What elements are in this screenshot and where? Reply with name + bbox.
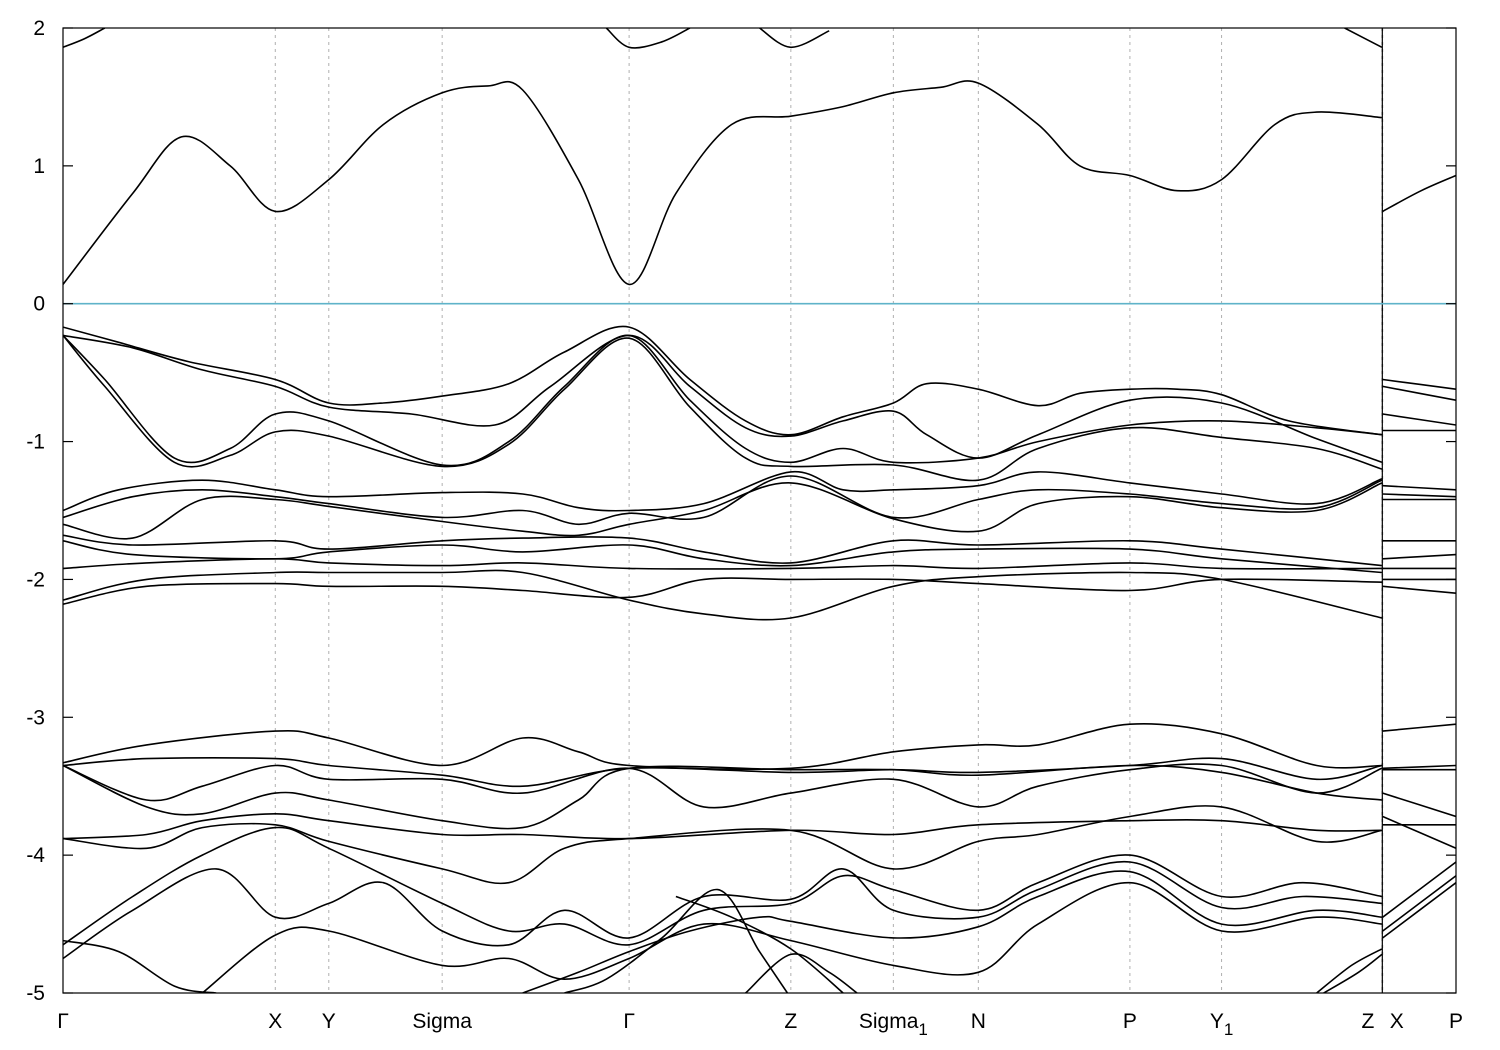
band-line <box>1344 28 1383 49</box>
y-tick-label: -3 <box>26 706 45 729</box>
band-line <box>564 888 789 993</box>
band-line <box>63 334 1382 467</box>
band-line <box>63 80 1382 286</box>
kpoint-gridlines <box>274 28 1384 993</box>
band-line <box>63 475 1383 526</box>
band-line <box>1382 875 1456 932</box>
band-line <box>63 334 1383 482</box>
kpoint-label: P <box>1123 1010 1137 1033</box>
band-line <box>63 334 1383 464</box>
band-line <box>63 577 1382 605</box>
band-line <box>1382 861 1456 918</box>
kpoint-label: Sigma1 <box>859 1010 928 1039</box>
band-line <box>63 764 1382 830</box>
band-line <box>1382 882 1456 939</box>
band-line <box>1382 585 1456 594</box>
band-line <box>745 953 858 993</box>
band-line <box>1382 792 1456 818</box>
band-line <box>63 28 106 49</box>
band-line <box>63 860 1382 960</box>
band-line <box>1382 815 1456 850</box>
kpoint-label: Z <box>1361 1010 1374 1033</box>
band-line <box>1323 953 1383 993</box>
band-line <box>759 28 830 49</box>
kpoint-label: N <box>971 1010 986 1033</box>
band-line <box>63 325 1383 436</box>
band-line <box>1382 723 1456 732</box>
y-axis-ticks: -5 -4 -3 -2 -1 0 1 2 <box>26 17 1456 1005</box>
band-line <box>1382 553 1456 560</box>
band-line <box>63 471 1383 512</box>
band-line <box>1382 413 1456 426</box>
band-line <box>1382 493 1456 498</box>
y-tick-label: -2 <box>26 568 45 591</box>
band-line <box>605 28 691 49</box>
band-line <box>63 534 1382 567</box>
band-line <box>522 870 1382 993</box>
band-line <box>63 723 1382 771</box>
kpoint-label: P <box>1449 1010 1463 1033</box>
band-line <box>1316 948 1383 993</box>
kpoint-label: Γ <box>623 1010 635 1033</box>
band-line <box>63 826 1383 946</box>
plot-frame <box>62 27 1457 994</box>
band-line <box>675 895 844 993</box>
band-lines <box>63 28 1456 993</box>
band-line <box>63 812 1382 840</box>
band-line <box>63 482 1383 540</box>
x-axis-kpoint-labels: Γ X Y Sigma Γ Z Sigma1 N P Y1 Z X P <box>57 1010 1463 1039</box>
band-line <box>1382 764 1456 770</box>
y-tick-label: -1 <box>26 431 45 454</box>
kpoint-label: Γ <box>57 1010 69 1033</box>
kpoint-label: Z <box>784 1010 797 1033</box>
y-tick-label: 0 <box>33 293 45 316</box>
band-line <box>63 557 1382 570</box>
kpoint-label: X <box>1390 1010 1404 1033</box>
y-tick-label: -4 <box>26 844 45 867</box>
band-line <box>1382 378 1456 390</box>
kpoint-label: X <box>268 1010 282 1033</box>
band-line <box>1382 385 1456 401</box>
band-line <box>1382 174 1456 213</box>
kpoint-label: Y <box>322 1010 336 1033</box>
band-line <box>63 569 1383 621</box>
band-line <box>63 805 1383 885</box>
band-line <box>63 939 217 993</box>
kpoint-label: Y1 <box>1210 1010 1233 1039</box>
band-line <box>1382 484 1456 491</box>
y-tick-label: 1 <box>33 155 45 178</box>
y-tick-label: -5 <box>26 982 45 1005</box>
kpoint-label: Sigma <box>412 1010 472 1033</box>
band-line <box>63 756 1383 788</box>
band-line <box>201 881 1382 993</box>
y-tick-label: 2 <box>33 17 45 40</box>
